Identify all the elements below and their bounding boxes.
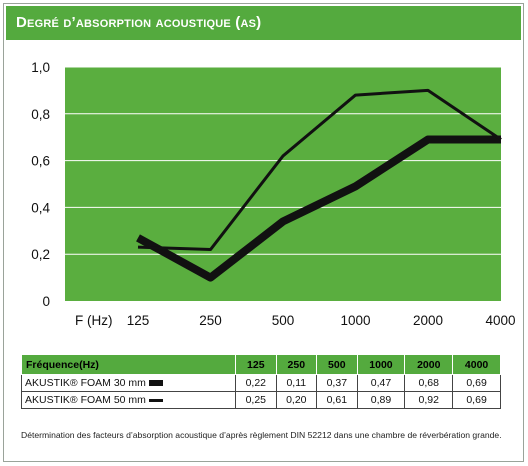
table-cell: 0,69 [452, 374, 501, 392]
table-cell: 0,25 [235, 391, 277, 409]
table-cell: 0,37 [316, 374, 358, 392]
x-axis-label: F (Hz) [75, 313, 113, 328]
series-line-50mm [137, 88, 502, 252]
table-header-cell: 125 [235, 354, 277, 375]
x-tick-label: 2000 [413, 313, 443, 328]
row-label-text: AKUSTIK® FOAM 50 mm [25, 394, 146, 406]
row-label-30mm: AKUSTIK® FOAM 30 mm [20, 374, 237, 392]
table-cell: 0,47 [356, 374, 406, 392]
thin-line-swatch-icon [148, 398, 163, 402]
x-tick-label: 125 [127, 313, 150, 328]
chart-header: Degré d’absorption acoustique (αs) [6, 6, 521, 40]
table-cell: 0,68 [404, 374, 454, 392]
chart-title: Degré d’absorption acoustique (αs) [16, 14, 262, 31]
row-label-50mm: AKUSTIK® FOAM 50 mm [20, 391, 237, 409]
thick-line-swatch-icon [148, 380, 163, 387]
absorption-table-wrap: Fréquence(Hz) 125 250 500 1000 2000 4000… [20, 354, 501, 409]
y-tick-label: 0,6 [31, 154, 50, 169]
table-header-row: Fréquence(Hz) 125 250 500 1000 2000 4000 [20, 354, 501, 375]
row-label-text: AKUSTIK® FOAM 30 mm [25, 377, 146, 389]
table-header-cell: 4000 [452, 354, 501, 375]
table-header-cell: 2000 [404, 354, 454, 375]
y-tick-label: 0,8 [31, 107, 50, 122]
plot-area [65, 67, 501, 301]
x-tick-label: 4000 [485, 313, 515, 328]
table-header-frequency: Fréquence(Hz) [20, 354, 237, 375]
table-cell: 0,69 [452, 391, 501, 409]
grid-lines [65, 66, 501, 255]
table-header-cell: 1000 [356, 354, 406, 375]
table-header-cell: 500 [316, 354, 358, 375]
footnote: Détermination des facteurs d’absorption … [21, 430, 502, 440]
table-row: AKUSTIK® FOAM 50 mm 0,25 0,20 0,61 0,89 … [20, 391, 501, 409]
y-tick-label: 0 [42, 294, 50, 309]
table-header-cell: 250 [275, 354, 318, 375]
y-tick-labels: 0 0,2 0,4 0,6 0,8 1,0 [31, 60, 50, 309]
series-lines [136, 88, 502, 282]
table-cell: 0,11 [275, 374, 318, 392]
y-tick-label: 0,2 [31, 247, 50, 262]
table-cell: 0,22 [235, 374, 277, 392]
absorption-table: Fréquence(Hz) 125 250 500 1000 2000 4000… [20, 354, 501, 409]
table-cell: 0,61 [316, 391, 358, 409]
table-cell: 0,20 [275, 391, 318, 409]
y-tick-label: 0,4 [31, 200, 50, 215]
absorption-chart: 0 0,2 0,4 0,6 0,8 1,0 125 250 500 1000 2000 4000 F… [31, 60, 516, 328]
table-row: AKUSTIK® FOAM 30 mm 0,22 0,11 0,37 0,47 … [20, 374, 501, 392]
x-tick-label: 500 [272, 313, 295, 328]
y-tick-label: 1,0 [31, 60, 50, 75]
table-cell: 0,92 [404, 391, 454, 409]
x-tick-labels: 125 250 500 1000 2000 4000 [127, 313, 516, 328]
table-cell: 0,89 [356, 391, 406, 409]
x-tick-label: 250 [199, 313, 222, 328]
series-line-30mm [136, 135, 501, 282]
x-tick-label: 1000 [340, 313, 370, 328]
